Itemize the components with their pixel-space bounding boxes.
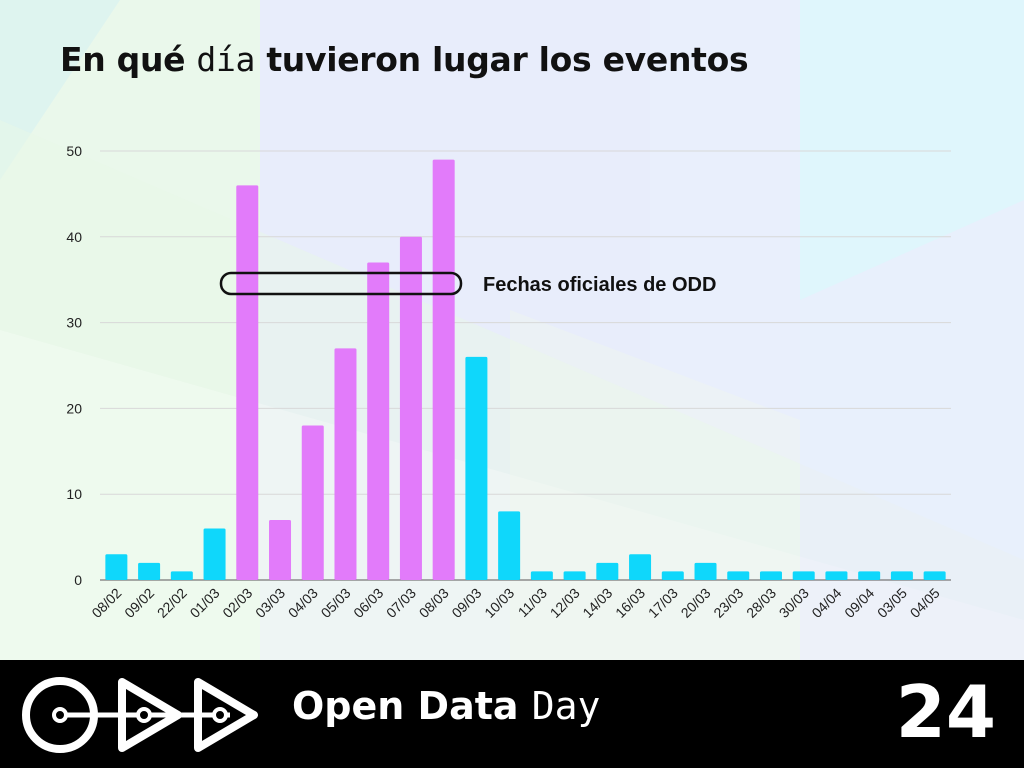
x-tick-label: 28/03 [743,585,779,621]
x-tick-label: 09/04 [841,585,877,621]
y-tick-label: 40 [66,229,82,245]
x-tick-label: 08/02 [88,585,124,621]
bar-28-03 [759,571,782,580]
bar-23-03 [727,571,750,580]
x-tick-label: 04/04 [808,585,844,621]
official-dates-label: Fechas oficiales de ODD [483,274,716,296]
bar-03-03 [269,519,292,580]
x-tick-label: 05/03 [318,585,354,621]
bar-09-04 [858,571,881,580]
x-tick-label: 14/03 [579,585,615,621]
bar-09-02 [138,562,161,580]
x-tick-label: 04/03 [285,585,321,621]
page-title: En qué día tuvieron lugar los eventos [60,40,749,79]
bar-08-02 [105,554,128,580]
bar-30-03 [792,571,815,580]
title-part-2: día [196,40,256,79]
y-tick-label: 50 [66,143,82,159]
bar-03-05 [890,571,913,580]
y-tick-label: 10 [66,486,82,502]
x-tick-label: 08/03 [416,585,452,621]
title-part-3: tuvieron lugar los eventos [255,40,749,79]
x-tick-label: 20/03 [678,585,714,621]
x-tick-label: 04/05 [907,585,943,621]
official-dates-bracket [219,271,463,296]
x-tick-label: 17/03 [645,585,681,621]
x-tick-label: 07/03 [383,585,419,621]
y-tick-label: 20 [66,400,82,416]
x-tick-label: 16/03 [612,585,648,621]
x-tick-label: 06/03 [350,585,386,621]
bar-20-03 [694,562,717,580]
bar-05-03 [334,348,357,580]
x-tick-label: 12/03 [547,585,583,621]
bar-08-03 [432,159,455,580]
bar-10-03 [498,511,521,580]
bars [105,159,946,581]
x-tick-label: 09/02 [121,585,157,621]
footer-brand-bold: Open Data [292,684,532,728]
x-tick-label: 11/03 [515,585,551,621]
title-part-1: En qué [60,40,197,79]
bar-17-03 [661,571,684,580]
bar-06-03 [367,262,390,580]
odd-logo-icon [22,677,258,753]
grid-lines [100,150,951,581]
bar-22-02 [170,571,193,580]
footer-brand: Open Data Day [292,684,600,728]
x-tick-label: 30/03 [776,585,812,621]
bar-02-03 [236,185,259,580]
x-axis: 08/0209/0222/0201/0302/0303/0304/0305/03… [88,585,943,621]
bar-01-03 [203,528,226,580]
bar-14-03 [596,562,619,580]
x-tick-label: 10/03 [481,585,517,621]
x-tick-label: 22/02 [154,585,190,621]
bar-16-03 [629,554,652,580]
bar-09-03 [465,356,488,580]
y-axis: 0 10 20 30 40 50 [66,143,82,588]
x-tick-label: 09/03 [448,585,484,621]
x-tick-label: 03/03 [252,585,288,621]
x-tick-label: 03/05 [874,585,910,621]
x-tick-label: 02/03 [219,585,255,621]
footer-brand-light: Day [531,684,601,728]
x-tick-label: 23/03 [710,585,746,621]
bar-11-03 [530,571,553,580]
bar-07-03 [399,236,422,581]
bar-04-04 [825,571,848,580]
y-tick-label: 0 [74,572,82,588]
bar-12-03 [563,571,586,580]
bar-04-03 [301,425,324,580]
page-number: 24 [895,670,996,754]
bar-04-05 [923,571,946,580]
y-tick-label: 30 [66,315,82,331]
x-tick-label: 01/03 [187,585,223,621]
